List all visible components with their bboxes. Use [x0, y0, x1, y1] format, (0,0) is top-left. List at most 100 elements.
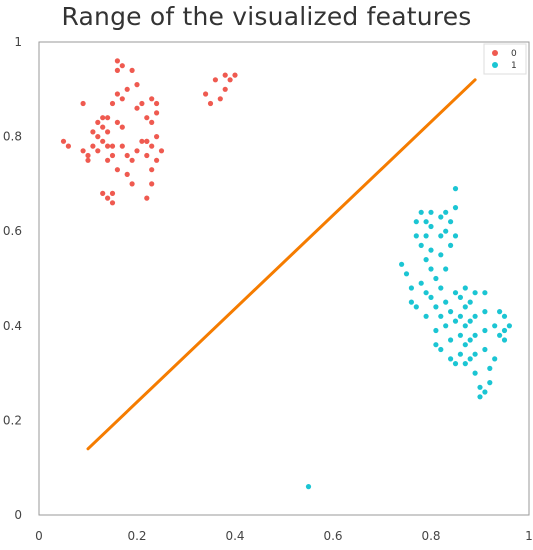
point-class-0: [134, 105, 140, 111]
y-tick-label: 0.2: [3, 413, 22, 427]
point-class-1: [433, 304, 439, 310]
point-class-0: [154, 157, 160, 163]
y-tick-label: 0.4: [3, 319, 22, 333]
point-class-0: [114, 58, 120, 64]
point-class-1: [428, 223, 434, 230]
point-class-1: [501, 327, 508, 334]
x-tick-label: 0.2: [127, 529, 146, 543]
point-class-1: [438, 346, 444, 353]
point-class-0: [95, 134, 101, 140]
point-class-1: [428, 294, 434, 300]
x-axis-ticks: 0 0.2 0.4 0.6 0.8 1: [35, 529, 533, 543]
point-class-1: [423, 219, 429, 225]
point-class-1: [428, 209, 434, 215]
point-class-0: [85, 152, 91, 159]
point-class-1: [413, 219, 419, 225]
point-class-1: [452, 361, 459, 367]
point-class-1: [428, 247, 434, 253]
point-class-1: [418, 280, 424, 286]
point-class-0: [100, 138, 106, 144]
legend-marker: [492, 50, 498, 56]
point-class-0: [149, 167, 155, 173]
point-class-1: [448, 356, 454, 362]
point-class-1: [492, 356, 498, 362]
x-tick-label: 0.4: [225, 529, 244, 543]
chart-title: Range of the visualized features: [61, 2, 472, 31]
point-class-1: [418, 242, 424, 248]
point-class-0: [119, 124, 125, 130]
point-class-1: [482, 309, 488, 315]
point-class-1: [443, 299, 449, 305]
point-class-0: [139, 100, 145, 107]
point-class-0: [149, 143, 155, 149]
point-class-1: [482, 327, 488, 334]
point-class-1: [477, 394, 483, 400]
point-class-0: [129, 181, 135, 187]
point-class-0: [105, 143, 111, 149]
x-tick-label: 1: [525, 529, 533, 543]
point-class-0: [105, 115, 111, 121]
point-class-1: [457, 313, 463, 319]
point-class-0: [109, 100, 116, 107]
point-class-1: [467, 356, 473, 362]
point-class-1: [462, 361, 468, 367]
point-class-0: [134, 148, 140, 154]
point-class-0: [109, 200, 116, 206]
point-class-0: [119, 63, 125, 69]
y-tick-label: 0.8: [3, 130, 22, 144]
point-class-0: [217, 96, 223, 102]
point-class-0: [65, 143, 71, 149]
legend-label: 1: [511, 61, 517, 71]
point-class-0: [95, 148, 101, 154]
point-class-1: [487, 365, 493, 371]
point-class-0: [154, 134, 160, 140]
point-class-0: [149, 119, 155, 125]
point-class-1: [448, 219, 454, 225]
point-class-0: [85, 157, 91, 163]
point-class-1: [462, 285, 468, 291]
point-class-1: [438, 313, 444, 319]
point-class-1: [433, 342, 439, 348]
data-points: [60, 58, 512, 490]
point-class-0: [109, 190, 116, 196]
point-class-1: [472, 313, 478, 319]
point-class-0: [232, 72, 238, 78]
point-class-1: [506, 323, 512, 329]
point-class-1: [482, 389, 488, 395]
point-class-0: [129, 67, 135, 73]
point-class-0: [80, 148, 86, 154]
point-class-0: [222, 72, 228, 78]
y-tick-label: 0.6: [3, 224, 22, 238]
point-class-1: [497, 309, 503, 315]
point-class-1: [452, 233, 459, 239]
point-class-1: [457, 294, 463, 300]
point-class-1: [482, 290, 488, 296]
point-class-1: [423, 233, 429, 239]
point-class-1: [438, 214, 444, 220]
point-class-0: [114, 67, 120, 73]
point-class-1: [408, 299, 414, 305]
point-class-0: [222, 86, 228, 92]
point-class-0: [149, 96, 155, 102]
y-tick-label: 0: [14, 508, 22, 522]
point-class-1: [428, 266, 434, 272]
y-tick-label: 1: [14, 35, 22, 49]
legend: 01: [483, 43, 527, 75]
point-class-0: [124, 171, 130, 177]
point-class-1: [448, 242, 454, 248]
point-class-0: [119, 143, 125, 149]
point-class-1: [492, 323, 498, 329]
point-class-0: [100, 115, 106, 121]
point-class-0: [105, 195, 111, 201]
y-axis-ticks: 0 0.2 0.4 0.6 0.8 1: [3, 35, 22, 522]
point-class-0: [109, 152, 116, 159]
x-tick-label: 0.8: [421, 529, 440, 543]
point-class-1: [413, 304, 419, 310]
point-class-1: [472, 290, 478, 296]
plot-frame: [38, 41, 530, 516]
point-class-1: [305, 484, 312, 490]
legend-box: [483, 43, 527, 75]
point-class-1: [433, 327, 439, 334]
point-class-1: [462, 342, 468, 348]
point-class-1: [423, 313, 429, 319]
